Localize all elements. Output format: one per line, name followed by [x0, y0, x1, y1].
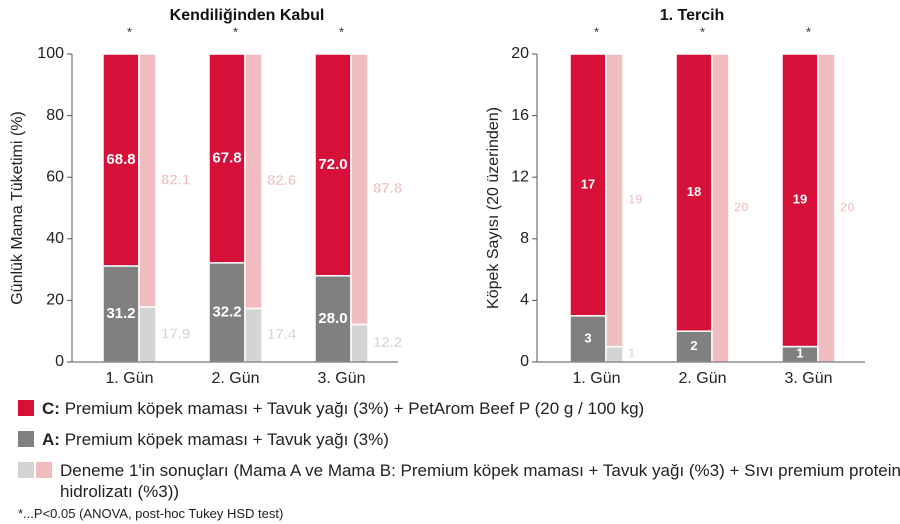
value-label: 19: [628, 192, 642, 207]
y-tick-label: 16: [511, 107, 529, 124]
value-label: 82.6: [267, 172, 296, 189]
value-label: 18: [687, 184, 701, 199]
value-label: 17.4: [267, 326, 297, 343]
y-tick-label: 40: [46, 230, 64, 247]
value-label: 17: [581, 176, 595, 191]
bar-segment: [350, 53, 369, 326]
legend-label: A: Premium köpek maması + Tavuk yağı (3%…: [42, 429, 892, 450]
value-label: 32.2: [212, 303, 241, 320]
value-label: 1: [796, 346, 803, 361]
bar-segment: [244, 307, 263, 363]
bar-segment: [138, 53, 157, 308]
charts: Kendiliğinden Kabul Günlük Mama Tüketimi …: [9, 7, 865, 387]
y-tick-label: 0: [55, 353, 64, 370]
bar-segment: [244, 53, 263, 310]
bar-segment: [208, 53, 246, 264]
y-tick-label: 60: [46, 168, 64, 185]
y-tick-label: 80: [46, 107, 64, 124]
x-tick-label: 2. Gün: [211, 370, 259, 387]
y-tick-label: 20: [46, 292, 64, 309]
value-label: 2: [690, 338, 697, 353]
significance: *: [233, 24, 238, 39]
x-tick-label: 2. Gün: [678, 370, 726, 387]
y-tick-label: 0: [520, 353, 529, 370]
value-label: 20: [734, 199, 748, 214]
x-tick-label: 1. Gün: [572, 370, 620, 387]
y-tick-label: 4: [520, 292, 529, 309]
y-tick-label: 100: [37, 45, 64, 62]
value-label: 31.2: [106, 305, 135, 322]
bar-segment: [605, 53, 624, 348]
legend-entry: C: Premium köpek maması + Tavuk yağı (3%…: [18, 398, 892, 419]
value-label: 3: [584, 330, 591, 345]
bar-segment: [569, 315, 607, 363]
bar-segment: [350, 323, 369, 363]
legend-label: C: Premium köpek maması + Tavuk yağı (3%…: [42, 398, 892, 419]
value-label: 68.8: [106, 151, 135, 168]
value-label: 12.2: [373, 334, 402, 351]
legend-text: Deneme 1'in sonuçları (Mama A ve Mama B:…: [60, 461, 900, 501]
value-label: 19: [793, 192, 807, 207]
y-tick-label: 20: [511, 45, 529, 62]
y-axis-label: Günlük Mama Tüketimi (%): [9, 111, 26, 305]
x-tick-label: 3. Gün: [317, 370, 365, 387]
x-tick-label: 1. Gün: [105, 370, 153, 387]
y-tick-label: 12: [511, 168, 529, 185]
legend-text: Premium köpek maması + Tavuk yağı (3%): [64, 430, 389, 449]
legend-label: Deneme 1'in sonuçları (Mama A ve Mama B:…: [60, 460, 900, 502]
bar-segment: [569, 53, 607, 317]
legend-swatch: [18, 462, 34, 478]
legend-swatch: [18, 400, 34, 416]
value-label: 87.8: [373, 180, 402, 197]
legend-swatch: [18, 431, 34, 447]
legend-swatch: [36, 462, 52, 478]
bar-segment: [675, 53, 713, 332]
y-axis-label: Köpek Sayısı (20 üzerinden): [485, 107, 502, 309]
value-label: 67.8: [212, 149, 241, 166]
legend-key: A:: [42, 430, 60, 449]
legend-entry: A: Premium köpek maması + Tavuk yağı (3%…: [18, 429, 892, 450]
bar-segment: [314, 53, 352, 277]
value-label: 28.0: [318, 310, 347, 327]
value-label: 72.0: [318, 156, 347, 173]
value-label: 1: [628, 346, 635, 361]
legend-key: C:: [42, 399, 60, 418]
significance: *: [594, 24, 599, 39]
significance: *: [339, 24, 344, 39]
value-label: 20: [840, 199, 854, 214]
bar-segment: [817, 53, 836, 363]
bar-segment: [314, 275, 352, 363]
legend-text: Premium köpek maması + Tavuk yağı (3%) +…: [64, 399, 645, 418]
value-label: 17.9: [161, 325, 190, 342]
significance: *: [700, 24, 705, 39]
significance: *: [127, 24, 132, 39]
y-tick-label: 8: [520, 230, 529, 247]
bar-segment: [605, 345, 624, 363]
chart-title: 1. Tercih: [660, 7, 725, 24]
bar-segment: [711, 53, 730, 363]
footnote: *...P<0.05 (ANOVA, post-hoc Tukey HSD te…: [18, 506, 284, 521]
bar-segment: [138, 306, 157, 363]
legend-entry: Deneme 1'in sonuçları (Mama A ve Mama B:…: [18, 460, 900, 502]
bar-segment: [781, 53, 819, 348]
x-tick-label: 3. Gün: [784, 370, 832, 387]
value-label: 82.1: [161, 171, 190, 188]
significance: *: [806, 24, 811, 39]
chart-title: Kendiliğinden Kabul: [170, 7, 325, 24]
